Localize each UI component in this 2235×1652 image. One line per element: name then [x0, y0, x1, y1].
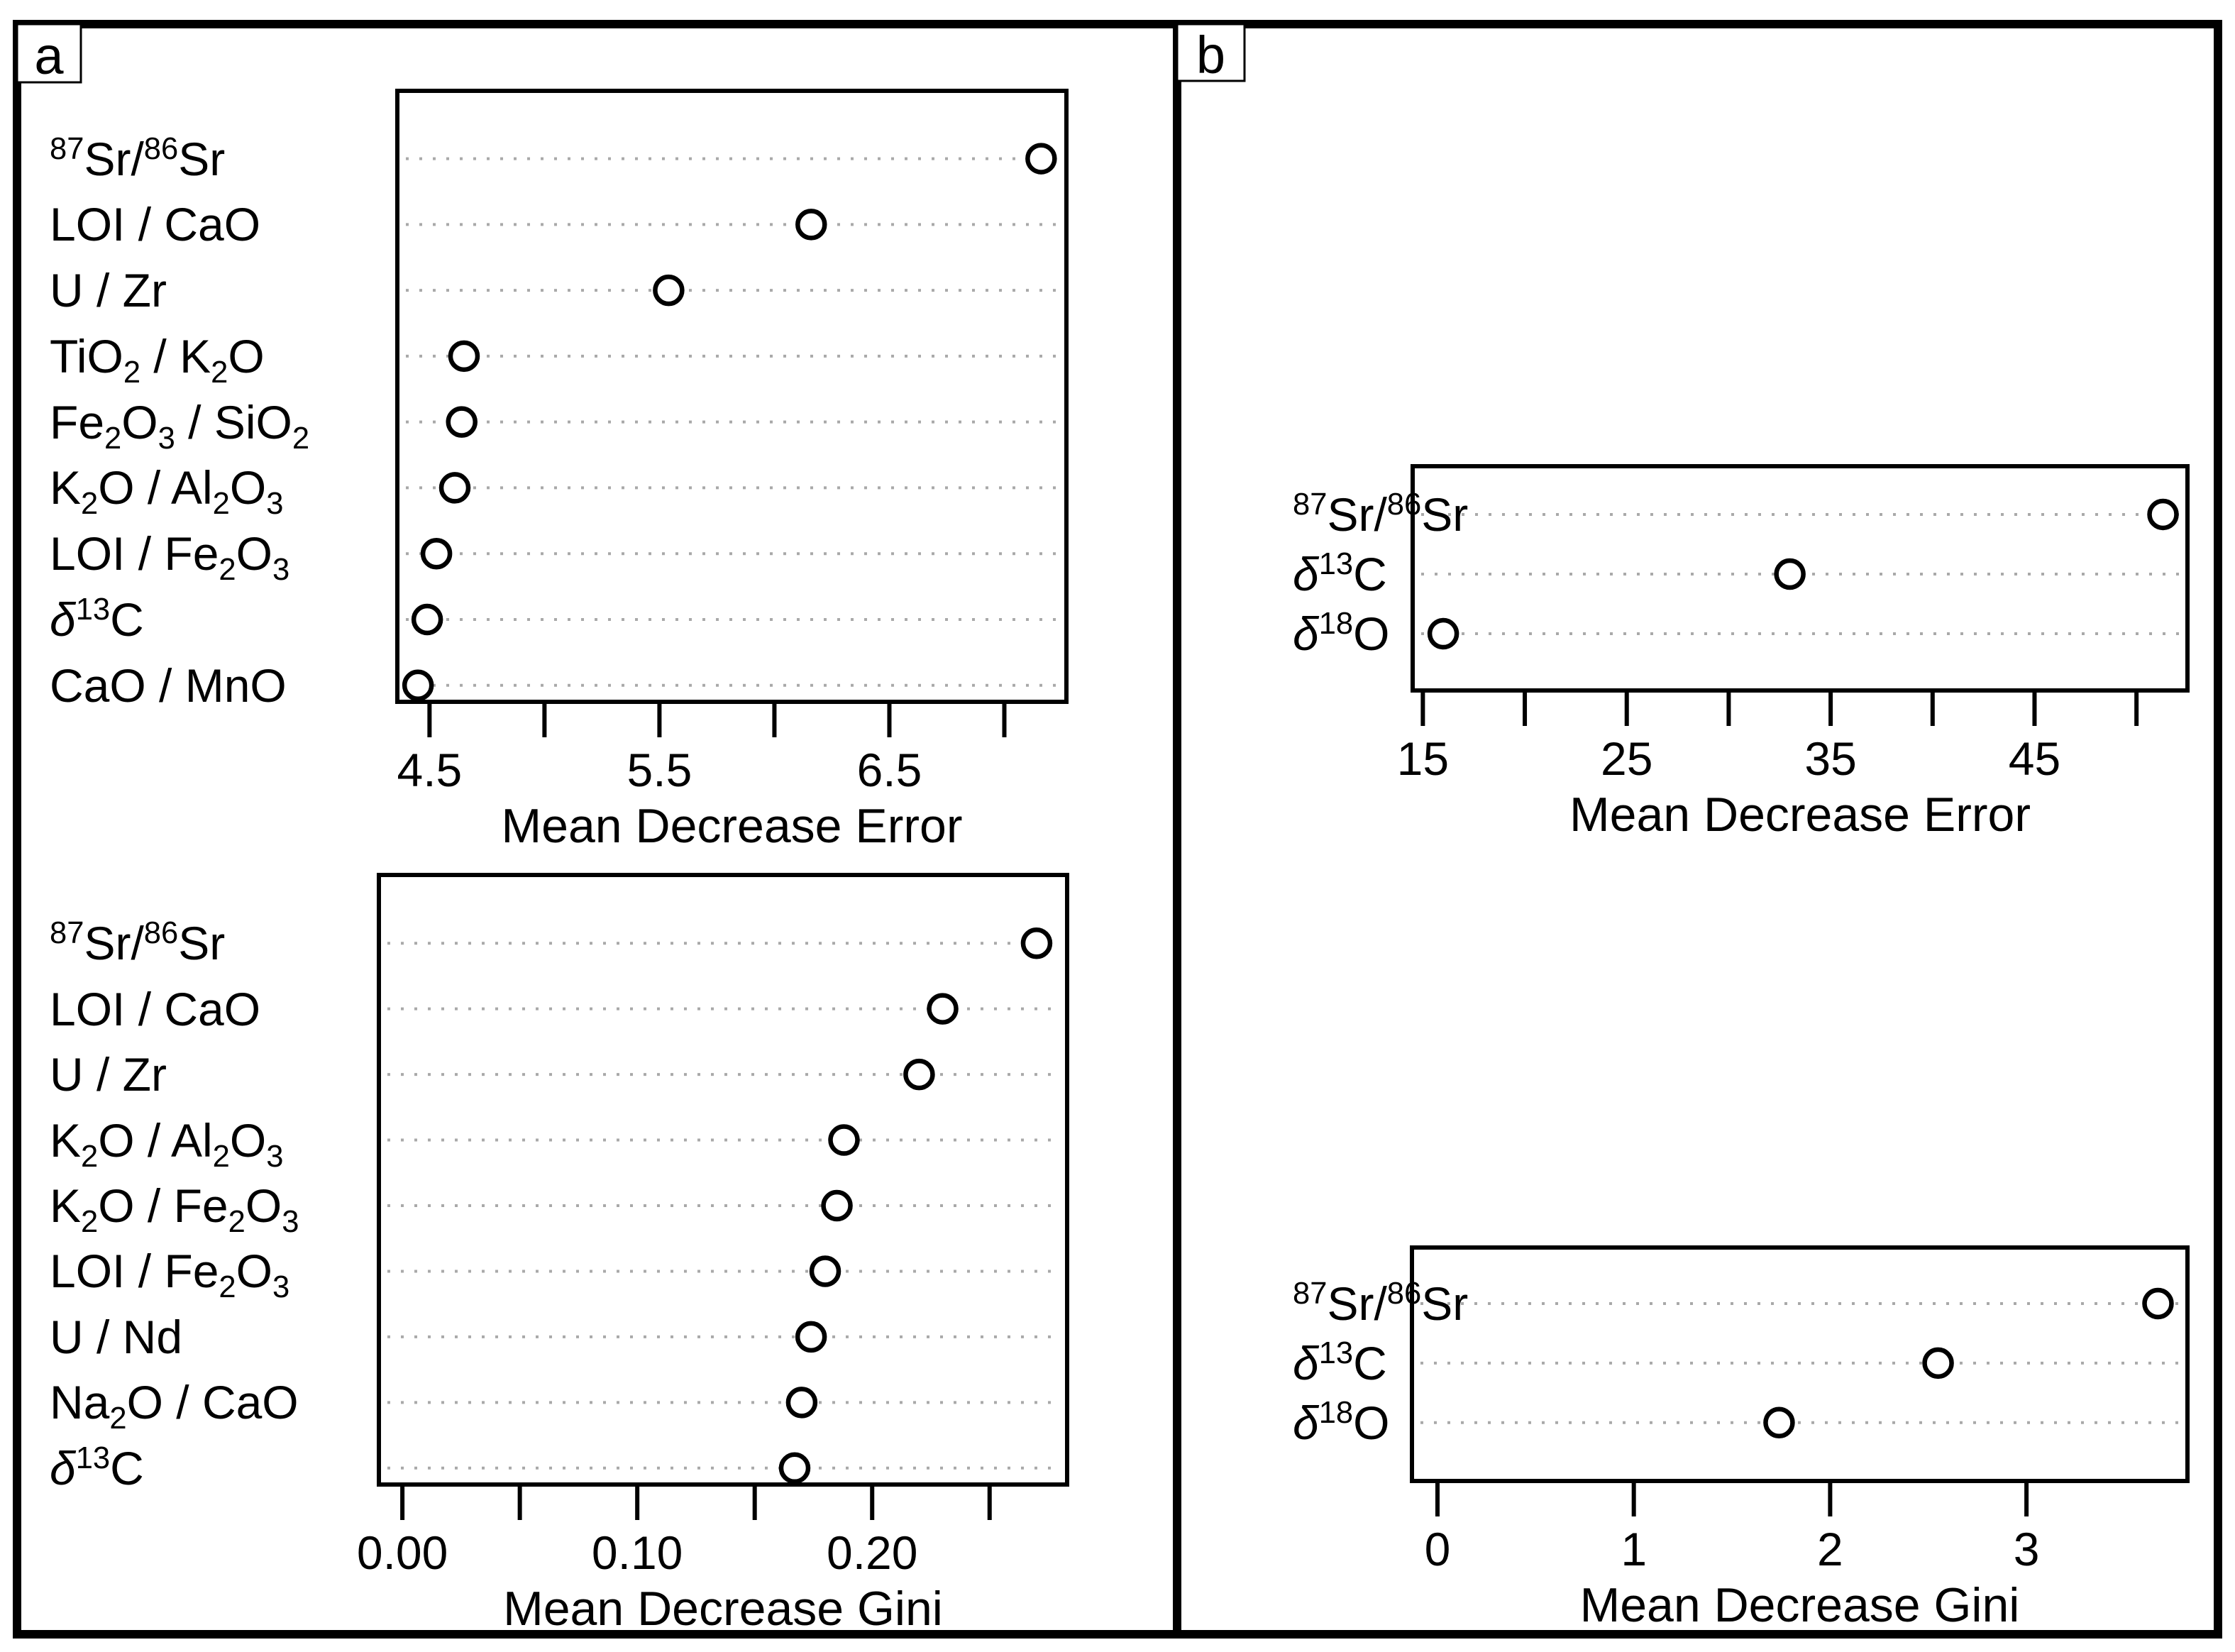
- data-point: [2142, 1287, 2174, 1320]
- y-axis-label: LOI / Fe2O3: [50, 1245, 290, 1305]
- y-axis-label: TiO2 / K2O: [50, 329, 265, 390]
- chart-b-bottom: [1410, 1245, 2190, 1516]
- x-axis-title: Mean Decrease Gini: [503, 1582, 943, 1636]
- x-tick-label: 1: [1621, 1523, 1648, 1575]
- x-tick-label: 0.10: [591, 1526, 683, 1579]
- x-tick-label: 0.20: [826, 1526, 918, 1579]
- charts-layer: [377, 89, 2190, 1520]
- x-tick-label: 4.5: [397, 744, 463, 796]
- x-tick-label: 6.5: [856, 744, 922, 796]
- data-point: [1025, 143, 1057, 175]
- y-axis-label: δ13C: [50, 1441, 144, 1494]
- chart-a-bottom: [377, 873, 1069, 1520]
- x-axis-title: Mean Decrease Error: [501, 799, 963, 853]
- data-point: [1774, 558, 1806, 590]
- x-tick-label: 3: [2013, 1523, 2040, 1575]
- y-axis-label: Na2O / CaO: [50, 1376, 299, 1436]
- panel-a-tag: a: [34, 26, 64, 85]
- y-axis-label: δ13C: [50, 592, 144, 646]
- x-tick-label: 35: [1804, 732, 1857, 785]
- chart-a-top: [395, 89, 1069, 737]
- x-axis-title: Mean Decrease Error: [1569, 788, 2031, 842]
- data-point: [420, 537, 453, 570]
- y-axis-label: LOI / CaO: [50, 198, 261, 251]
- data-point: [828, 1124, 860, 1156]
- x-tick-label: 5.5: [627, 744, 692, 796]
- plot-box: [1410, 1245, 2190, 1483]
- panel-a-tag-box: [16, 23, 82, 84]
- data-point: [1427, 617, 1459, 650]
- y-axis-label: δ13C: [1293, 1336, 1387, 1389]
- y-axis-label: 87Sr/86Sr: [50, 916, 226, 970]
- data-point: [1922, 1347, 1954, 1380]
- data-point: [795, 209, 827, 241]
- data-point: [778, 1452, 811, 1485]
- y-axis-label: δ18O: [1293, 1395, 1390, 1449]
- data-point: [446, 406, 478, 438]
- data-point: [1020, 927, 1053, 959]
- plot-box: [395, 89, 1069, 704]
- plot-box: [377, 873, 1069, 1487]
- plot-box: [1411, 464, 2190, 693]
- data-point: [809, 1255, 841, 1287]
- x-tick-label: 25: [1601, 732, 1653, 785]
- data-point: [448, 340, 480, 373]
- y-axis-label: 87Sr/86Sr: [50, 131, 226, 185]
- y-axis-label: LOI / Fe2O3: [50, 527, 290, 588]
- y-axis-label: U / Zr: [50, 264, 167, 317]
- x-tick-label: 15: [1396, 732, 1450, 785]
- data-point: [821, 1189, 853, 1222]
- data-point: [903, 1058, 935, 1091]
- data-point: [795, 1321, 827, 1353]
- data-point: [927, 993, 959, 1025]
- y-axis-label: 87Sr/86Sr: [1293, 1276, 1469, 1330]
- data-point: [2147, 498, 2179, 531]
- y-axis-label: K2O / Fe2O3: [50, 1179, 299, 1240]
- y-axis-label: 87Sr/86Sr: [1293, 487, 1469, 541]
- x-axis-title: Mean Decrease Gini: [1579, 1578, 2020, 1632]
- y-axis-label: CaO / MnO: [50, 659, 287, 712]
- y-axis-label: δ13C: [1293, 546, 1387, 600]
- chart-b-top: [1411, 464, 2190, 726]
- data-point: [402, 669, 434, 702]
- y-axis-label: U / Zr: [50, 1048, 167, 1101]
- y-axis-label: δ18O: [1293, 607, 1390, 661]
- y-axis-label: K2O / Al2O3: [50, 461, 284, 522]
- x-tick-label: 2: [1817, 1523, 1843, 1575]
- y-axis-label: LOI / CaO: [50, 982, 261, 1035]
- y-axis-label: K2O / Al2O3: [50, 1113, 284, 1174]
- data-point: [1763, 1406, 1795, 1438]
- panel-b-tag: b: [1196, 26, 1226, 84]
- x-tick-label: 45: [2008, 732, 2061, 785]
- figure-border: [13, 20, 2222, 1639]
- data-point: [653, 274, 685, 307]
- panel-b-tag-box: [1176, 23, 1246, 82]
- data-point: [411, 603, 443, 636]
- x-tick-label: 0.00: [356, 1526, 448, 1579]
- x-tick-label: 0: [1424, 1523, 1451, 1575]
- y-axis-label: Fe2O3 / SiO2: [50, 395, 310, 456]
- data-point: [438, 472, 471, 504]
- y-axis-label: U / Nd: [50, 1310, 183, 1363]
- data-point: [785, 1387, 818, 1419]
